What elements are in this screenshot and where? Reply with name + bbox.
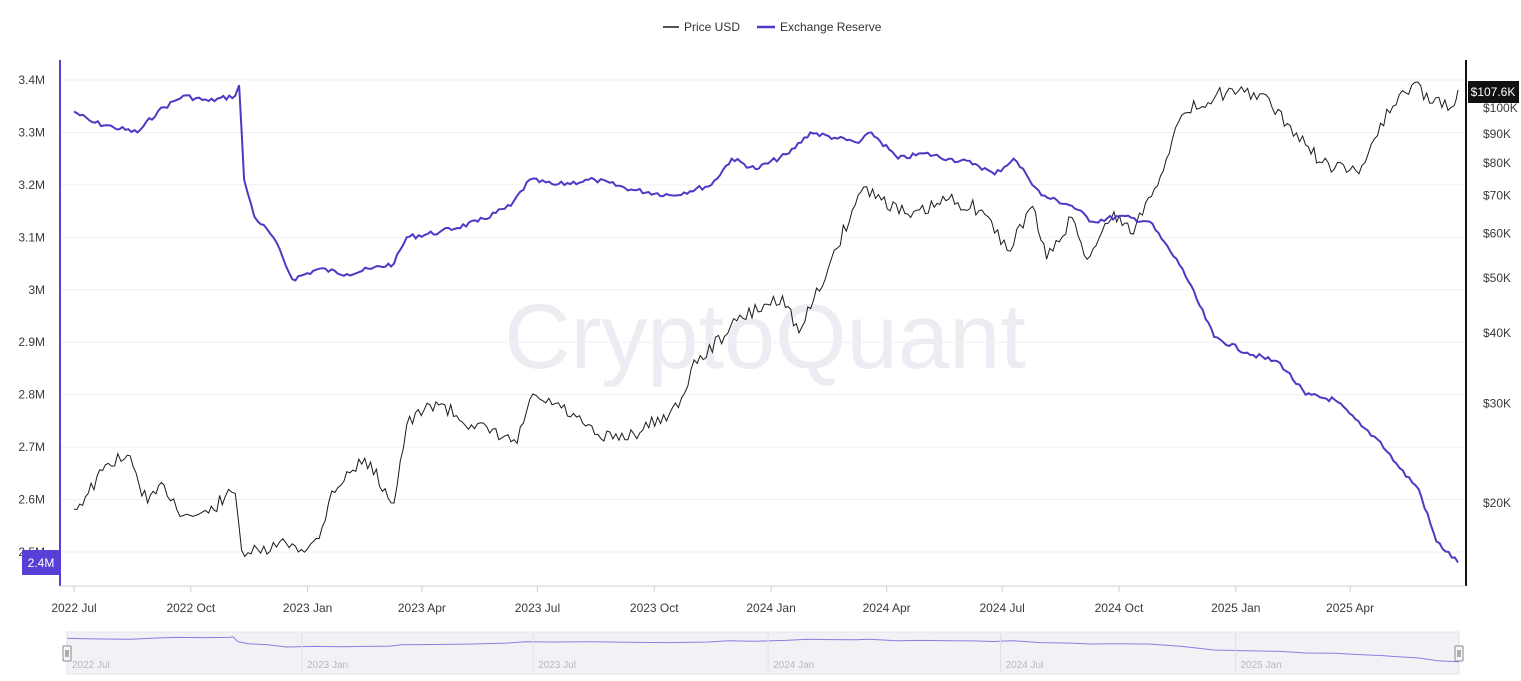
left-tick-label: 3M (28, 283, 45, 297)
x-axis: 2022 Jul 2022 Oct 2023 Jan 2023 Apr 2023 Jul… (51, 586, 1374, 615)
reserve-current-badge: 2.4M (22, 550, 60, 575)
navigator-handle-left-box[interactable] (62, 645, 72, 662)
right-tick-label: $80K (1483, 156, 1511, 170)
navigator-tick-label: 2024 Jul (1006, 660, 1044, 671)
navigator-ticks: 2022 Jul 2023 Jan 2023 Jul 2024 Jan 2024 Jul… (66, 634, 1282, 672)
reserve-badge-label: 2.4M (28, 556, 55, 570)
x-tick-label: 2024 Oct (1095, 601, 1144, 615)
navigator-handle-right[interactable] (1454, 645, 1464, 662)
legend-item-reserve[interactable]: Exchange Reserve (757, 20, 882, 34)
left-tick-label: 2.7M (18, 440, 45, 454)
right-tick-label: $20K (1483, 496, 1511, 510)
right-tick-label: $60K (1483, 226, 1511, 240)
watermark: CryptoQuant (504, 286, 1026, 388)
right-tick-label: $30K (1483, 396, 1511, 410)
x-tick-label: 2022 Jul (51, 601, 96, 615)
x-tick-label: 2024 Apr (863, 601, 911, 615)
price-badge-label: $107.6K (1471, 85, 1516, 99)
x-tick-label: 2025 Apr (1326, 601, 1374, 615)
navigator-handle-right-box[interactable] (1454, 645, 1464, 662)
x-tick-label: 2023 Oct (630, 601, 679, 615)
legend-item-price[interactable]: Price USD (663, 20, 740, 34)
series-line-price (73, 81, 1459, 558)
navigator-tick-label: 2025 Jan (1241, 660, 1282, 671)
navigator-series-line (66, 636, 1460, 663)
left-tick-label: 3.4M (18, 73, 45, 87)
grid (60, 79, 1466, 553)
series-line-reserve (73, 84, 1459, 564)
navigator-tick-label: 2023 Jan (307, 660, 348, 671)
legend-label-reserve: Exchange Reserve (780, 20, 882, 34)
left-tick-label: 2.6M (18, 493, 45, 507)
x-tick-label: 2024 Jan (746, 601, 795, 615)
right-tick-label: $90K (1483, 127, 1511, 141)
x-tick-label: 2023 Apr (398, 601, 446, 615)
range-navigator[interactable]: 2022 Jul 2023 Jan 2023 Jul 2024 Jan 2024 Jul… (62, 631, 1464, 675)
legend-label-price: Price USD (684, 20, 740, 34)
navigator-handle-left[interactable] (62, 645, 72, 662)
right-tick-label: $100K (1483, 101, 1518, 115)
left-tick-label: 3.2M (18, 178, 45, 192)
reserve-badge-bg (22, 550, 60, 575)
left-tick-label: 3.1M (18, 230, 45, 244)
right-axis: $100K $90K $80K $70K $60K $50K $40K $30K $20K (1483, 101, 1518, 510)
x-tick-label: 2024 Jul (979, 601, 1024, 615)
x-tick-label: 2023 Jan (283, 601, 332, 615)
x-tick-label: 2025 Jan (1211, 601, 1260, 615)
right-tick-label: $40K (1483, 326, 1511, 340)
left-tick-label: 2.8M (18, 388, 45, 402)
right-tick-label: $70K (1483, 189, 1511, 203)
price-badge-bg (1468, 81, 1519, 103)
navigator-tick-label: 2022 Jul (72, 660, 110, 671)
navigator-tick-label: 2023 Jul (538, 660, 576, 671)
price-current-badge: $107.6K (1468, 81, 1519, 103)
left-tick-label: 3.3M (18, 125, 45, 139)
left-tick-label: 2.9M (18, 335, 45, 349)
navigator-tick-label: 2024 Jan (773, 660, 814, 671)
x-tick-label: 2022 Oct (166, 601, 215, 615)
right-tick-label: $50K (1483, 271, 1511, 285)
legend: Price USD Exchange Reserve (663, 20, 882, 34)
x-tick-label: 2023 Jul (515, 601, 560, 615)
